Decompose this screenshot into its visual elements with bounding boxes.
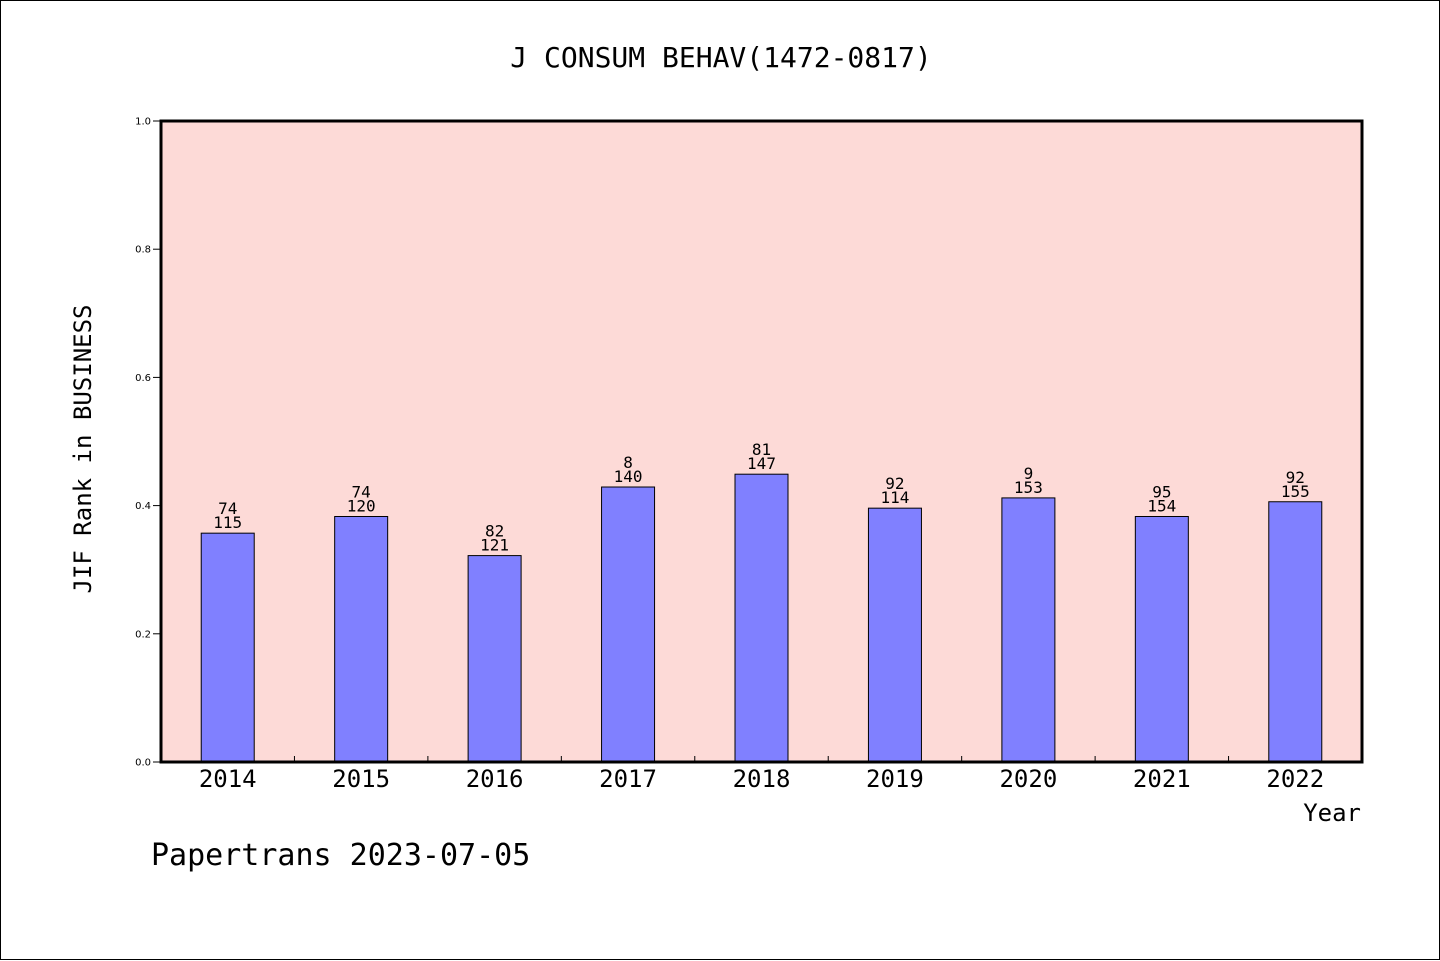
bar-total-label: 140 [614, 467, 643, 486]
bar-rank-label: 9 [1024, 464, 1034, 483]
bar-total-label: 147 [747, 454, 776, 473]
bar-total-label: 155 [1281, 482, 1310, 501]
x-tick-label: 2021 [1133, 765, 1191, 793]
x-tick-label: 2017 [599, 765, 657, 793]
bar-rank-label: 74 [352, 482, 371, 501]
bar-rank-label: 82 [485, 522, 504, 541]
bar-total-label: 120 [347, 496, 376, 515]
bar-2019 [867, 507, 922, 763]
bar-total-label: 154 [1147, 496, 1176, 515]
y-tick-label: 0.8 [135, 245, 151, 256]
x-tick-label: 2016 [466, 765, 524, 793]
x-tick-label: 2022 [1266, 765, 1324, 793]
bar-2017 [601, 486, 656, 763]
plot-frame [159, 119, 1364, 764]
y-tick-label: 0.6 [135, 373, 151, 384]
bar-total-label: 153 [1014, 478, 1043, 497]
y-tick-label: 0.0 [135, 758, 151, 769]
bar-rank-label: 81 [752, 440, 771, 459]
bar-total-label: 121 [480, 536, 509, 555]
footer-watermark: Papertrans 2023-07-05 [151, 838, 530, 873]
bar-rank-label: 92 [1286, 468, 1305, 487]
x-axis-label: Year [1303, 799, 1361, 827]
bar-2018 [734, 473, 789, 763]
x-tick-label: 2015 [332, 765, 390, 793]
y-axis-label: JIF Rank in BUSINESS [69, 305, 97, 594]
bar-rank-label: 8 [623, 453, 633, 472]
bar-2021 [1134, 515, 1189, 763]
y-axis-ticks: 0.0 0.2 0.4 0.6 0.8 1.0 [135, 117, 161, 769]
bar-rank-label: 74 [218, 499, 237, 518]
x-tick-label: 2018 [733, 765, 791, 793]
bar-total-label: 115 [213, 513, 242, 532]
bar-rank-label: 95 [1152, 482, 1171, 501]
bar-total-label: 114 [880, 488, 909, 507]
chart-title: J CONSUM BEHAV(1472-0817) [510, 41, 931, 74]
y-tick-label: 0.2 [135, 629, 151, 640]
bar-2014 [200, 532, 255, 763]
x-tick-label: 2014 [199, 765, 257, 793]
bar-2015 [334, 515, 389, 763]
y-tick-label: 1.0 [135, 117, 151, 128]
bar-rank-label: 92 [885, 474, 904, 493]
bars [200, 473, 1323, 763]
bar-2016 [467, 555, 522, 763]
y-tick-label: 0.4 [135, 501, 151, 512]
bar-2022 [1268, 501, 1323, 763]
x-axis-ticks: 2014 2015 2016 2017 2018 2019 2020 2021 2022 [199, 756, 1324, 793]
x-tick-label: 2019 [866, 765, 924, 793]
bar-2020 [1001, 497, 1056, 763]
x-tick-label: 2020 [999, 765, 1057, 793]
